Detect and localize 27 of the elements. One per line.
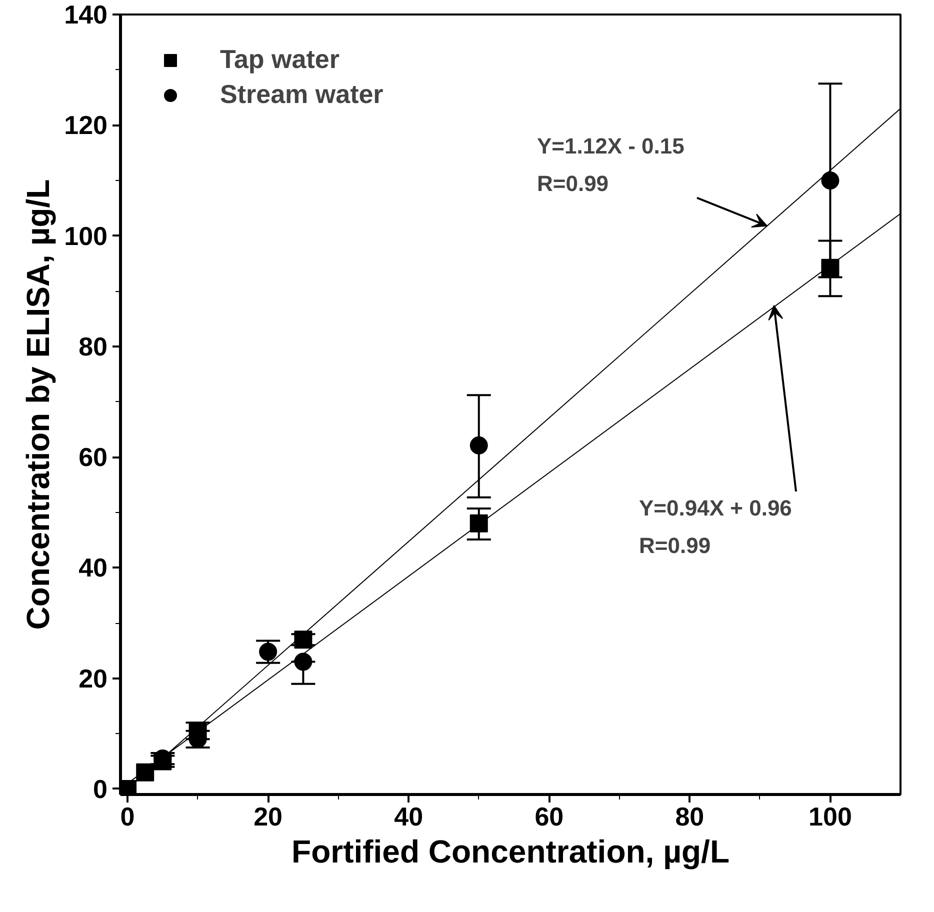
x-tick-label: 40 <box>394 802 424 832</box>
y-tick-label: 140 <box>64 0 108 30</box>
y-tick-label: 100 <box>64 220 108 251</box>
y-tick-label: 20 <box>78 663 108 694</box>
point <box>294 652 312 671</box>
x-tick-label: 0 <box>120 802 135 832</box>
point <box>470 514 488 532</box>
point <box>821 258 840 277</box>
x-tick-label: 60 <box>534 802 564 832</box>
legend-label: Tap water <box>220 44 340 75</box>
y-axis-title: Concentration by ELISA, µg/L <box>20 179 56 630</box>
point <box>470 436 488 454</box>
y-tick-label: 0 <box>93 774 108 804</box>
y-tick-label: 120 <box>64 110 108 140</box>
y-tick-label: 60 <box>78 442 108 472</box>
point <box>259 642 278 661</box>
x-tick-label: 80 <box>675 802 704 832</box>
x-axis-title: Fortified Concentration, µg/L <box>292 834 730 870</box>
point <box>294 630 312 649</box>
x-tick-label: 100 <box>808 802 852 832</box>
point <box>821 171 840 190</box>
y-tick-label: 80 <box>78 331 108 362</box>
legend-label: Stream water <box>220 79 384 110</box>
x-tick-label: 20 <box>254 802 283 832</box>
annotation: Y=0.94X + 0.96 R=0.99 <box>639 495 792 558</box>
y-tick-label: 40 <box>78 552 108 583</box>
annotation: Y=1.12X - 0.15 R=0.99 <box>536 133 684 196</box>
